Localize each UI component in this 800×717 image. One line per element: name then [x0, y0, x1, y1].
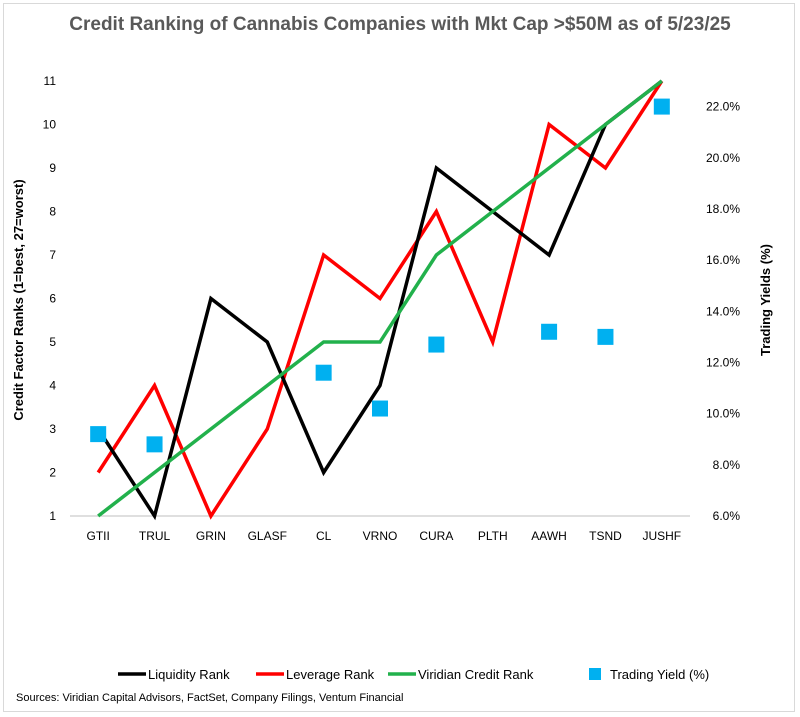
category-tick-label: CURA: [419, 529, 453, 543]
left-tick-label: 4: [49, 379, 56, 393]
left-tick-label: 5: [49, 335, 56, 349]
right-tick-label: 18.0%: [706, 202, 740, 216]
left-tick-label: 1: [49, 509, 56, 523]
legend-leverage-rank-label: Leverage Rank: [286, 667, 375, 682]
left-tick-label: 8: [49, 205, 56, 219]
left-tick-label: 6: [49, 292, 56, 306]
category-tick-label: JUSHF: [642, 529, 681, 543]
right-axis-title: Trading Yields (%): [758, 244, 773, 356]
left-tick-label: 3: [49, 422, 56, 436]
left-tick-label: 2: [49, 466, 56, 480]
right-axis-ticks: 6.0% 8.0% 10.0% 12.0% 14.0% 16.0% 18.0% 20.0% 22…: [706, 100, 740, 523]
category-tick-label: TRUL: [139, 529, 171, 543]
chart-title: Credit Ranking of Cannabis Companies wit…: [69, 14, 731, 35]
legend-viridian-credit-rank-label: Viridian Credit Rank: [418, 667, 534, 682]
trading-yield-point: [372, 400, 388, 417]
category-tick-label: AAWH: [531, 529, 567, 543]
category-tick-label: GLASF: [248, 529, 287, 543]
leverage-rank-line: [96, 80, 664, 520]
liquidity-rank-line: [96, 79, 663, 521]
right-tick-label: 20.0%: [706, 151, 740, 165]
right-tick-label: 14.0%: [706, 304, 740, 318]
category-tick-label: TSND: [589, 529, 622, 543]
legend-trading-yield-swatch: [589, 668, 601, 680]
category-tick-label: GTII: [87, 529, 110, 543]
trading-yield-point: [541, 323, 558, 340]
source-note: Sources: Viridian Capital Advisors, Fact…: [16, 692, 403, 704]
right-tick-label: 16.0%: [706, 253, 740, 267]
category-tick-label: VRNO: [363, 529, 398, 543]
left-axis-ticks: 1 2 3 4 5 6 7 8 9 10 11: [43, 74, 57, 523]
category-axis-ticks: GTII TRUL GRIN GLASF CL VRNO CURA PLTH AAWH TSND J…: [87, 529, 682, 543]
trading-yield-point: [653, 98, 670, 115]
right-tick-label: 12.0%: [706, 355, 740, 369]
right-tick-label: 6.0%: [713, 509, 741, 523]
legend: Liquidity Rank Leverage Rank Viridian Cred…: [118, 667, 709, 682]
series-layer: [90, 79, 670, 521]
trading-yield-point: [90, 426, 107, 443]
trading-yield-point: [597, 328, 614, 345]
left-tick-label: 9: [49, 161, 56, 175]
left-tick-label: 7: [49, 248, 56, 262]
chart-frame: [3, 3, 795, 712]
right-tick-label: 22.0%: [706, 100, 740, 114]
category-tick-label: PLTH: [478, 529, 508, 543]
left-tick-label: 11: [44, 74, 57, 88]
legend-liquidity-rank-label: Liquidity Rank: [148, 667, 230, 682]
right-tick-label: 10.0%: [706, 407, 740, 421]
category-tick-label: CL: [316, 529, 332, 543]
trading-yield-point: [428, 336, 445, 353]
right-tick-label: 8.0%: [713, 458, 741, 472]
left-axis-title: Credit Factor Ranks (1=best, 27=worst): [11, 179, 26, 420]
trading-yield-point: [146, 436, 163, 453]
category-tick-label: GRIN: [196, 529, 226, 543]
trading-yield-point: [315, 364, 332, 381]
viridian-credit-rank-line: [97, 79, 663, 518]
left-tick-label: 10: [43, 118, 57, 132]
legend-trading-yield-label: Trading Yield (%): [610, 667, 709, 682]
